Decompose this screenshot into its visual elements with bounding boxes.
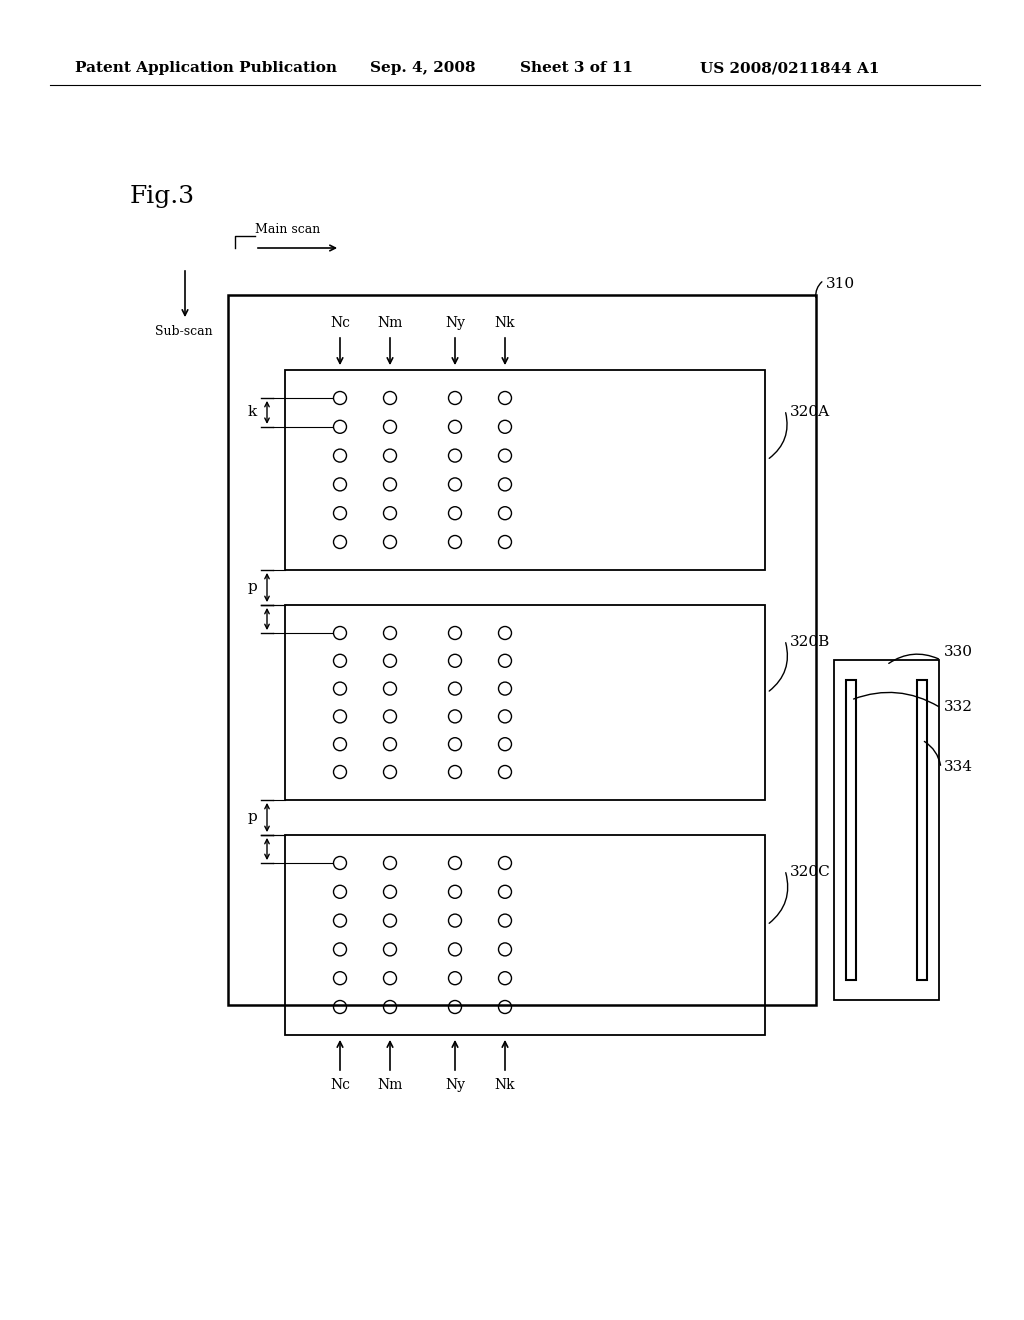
Text: k: k [248,405,257,420]
Text: 320B: 320B [790,635,830,649]
Text: 310: 310 [826,277,855,290]
Text: Ny: Ny [445,1078,465,1092]
Bar [228,294,816,1005]
Bar [846,680,856,979]
Text: Sep. 4, 2008: Sep. 4, 2008 [370,61,475,75]
Text: 334: 334 [944,760,973,774]
Text: 320C: 320C [790,865,830,879]
Bar [918,680,927,979]
Text: 332: 332 [944,700,973,714]
Text: Nc: Nc [330,315,350,330]
Bar [285,836,765,1035]
Text: US 2008/0211844 A1: US 2008/0211844 A1 [700,61,880,75]
Text: Patent Application Publication: Patent Application Publication [75,61,337,75]
Text: p: p [247,581,257,594]
Text: Nk: Nk [495,1078,515,1092]
Text: Nc: Nc [330,1078,350,1092]
Text: Sub-scan: Sub-scan [155,325,213,338]
Text: Main scan: Main scan [255,223,321,236]
Text: Ny: Ny [445,315,465,330]
Text: Nk: Nk [495,315,515,330]
Text: 320A: 320A [790,405,830,418]
Text: Sheet 3 of 11: Sheet 3 of 11 [520,61,633,75]
Bar [834,660,939,1001]
Text: Fig.3: Fig.3 [130,185,196,209]
Text: Nm: Nm [377,1078,402,1092]
Bar [285,370,765,570]
Bar [285,605,765,800]
Text: p: p [247,810,257,825]
Text: 330: 330 [944,645,973,659]
Text: Nm: Nm [377,315,402,330]
